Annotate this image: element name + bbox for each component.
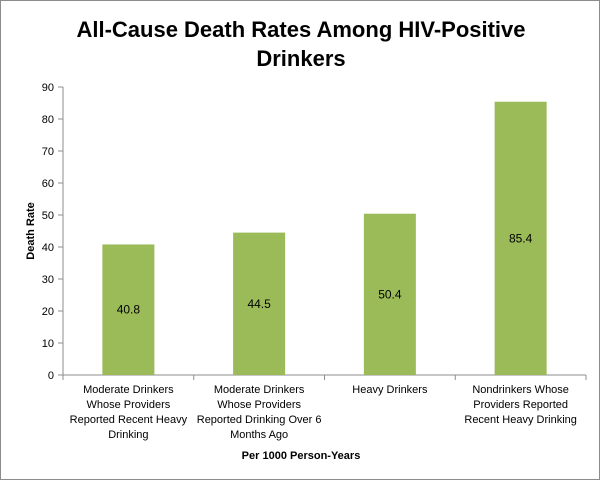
x-tick-label-line: Reported Drinking Over 6 [197,414,322,426]
y-tick-label: 40 [42,242,54,254]
y-tick-label: 90 [42,82,54,94]
x-tick-label-line: Whose Providers [217,399,301,411]
y-tick-label: 20 [42,306,54,318]
y-axis: 0 10 20 30 40 50 60 70 80 90 [42,82,64,382]
x-tick-label-line: Nondrinkers Whose [472,384,569,396]
category-labels: Moderate Drinkers Whose Providers Reported… [70,384,577,441]
bar [363,213,416,375]
x-tick-label-line: Drinking [108,429,148,441]
x-tick-label: Nondrinkers Whose Providers Reported Recen… [464,384,577,426]
chart-title-line: Drinkers [256,46,345,71]
y-tick-label: 0 [48,370,54,382]
x-tick-label: Moderate Drinkers Whose Providers Reported… [70,384,188,441]
bar [233,232,286,375]
x-tick-label: Heavy Drinkers [352,384,428,396]
bars [102,101,547,375]
x-tick-label-line: Providers Reported [473,399,568,411]
x-tick-label-line: Moderate Drinkers [83,384,174,396]
x-tick-label-line: Recent Heavy Drinking [464,414,577,426]
x-tick-label: Moderate Drinkers Whose Providers Reported… [197,384,322,441]
y-tick-label: 10 [42,338,54,350]
x-axis [62,374,587,380]
data-label: 85.4 [509,231,533,245]
x-tick-label-line: Reported Recent Heavy [70,414,188,426]
y-tick-label: 70 [42,146,54,158]
x-tick-label-line: Whose Providers [86,399,170,411]
bar [494,101,547,375]
chart-title: All-Cause Death Rates Among HIV-Positive… [76,17,525,71]
data-label: 50.4 [378,287,402,301]
y-axis-title: Death Rate [25,202,37,259]
data-label: 44.5 [247,297,271,311]
data-label: 40.8 [117,303,141,317]
chart-title-line: All-Cause Death Rates Among HIV-Positive [76,17,525,42]
bar [102,244,155,375]
y-tick-label: 50 [42,210,54,222]
x-tick-label-line: Months Ago [230,429,288,441]
data-labels: 40.8 44.5 50.4 85.4 [117,231,533,316]
y-tick-label: 30 [42,274,54,286]
y-tick-label: 60 [42,178,54,190]
x-tick-label-line: Heavy Drinkers [352,384,428,396]
x-axis-title: Per 1000 Person-Years [242,450,361,462]
x-tick-label-line: Moderate Drinkers [214,384,305,396]
y-tick-label: 80 [42,114,54,126]
